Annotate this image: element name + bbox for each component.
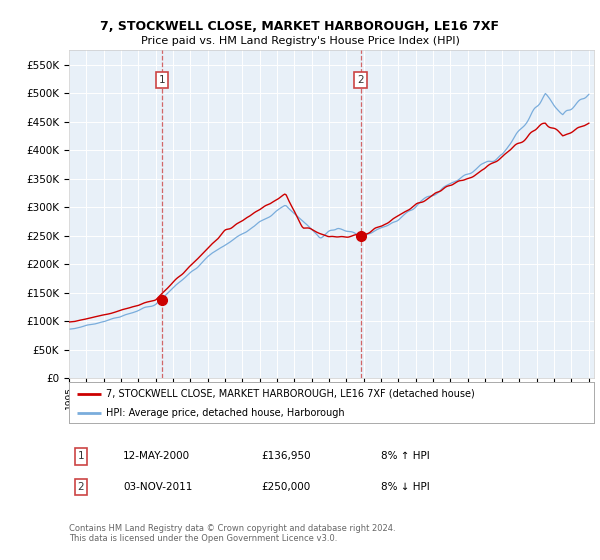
Text: 7, STOCKWELL CLOSE, MARKET HARBOROUGH, LE16 7XF (detached house): 7, STOCKWELL CLOSE, MARKET HARBOROUGH, L… [106,389,475,399]
Text: 2: 2 [358,75,364,85]
Text: Contains HM Land Registry data © Crown copyright and database right 2024.
This d: Contains HM Land Registry data © Crown c… [69,524,395,543]
Text: 2: 2 [77,482,85,492]
Text: 8% ↑ HPI: 8% ↑ HPI [381,451,430,461]
Text: 1: 1 [159,75,166,85]
Text: £250,000: £250,000 [261,482,310,492]
Text: 1: 1 [77,451,85,461]
Text: 12-MAY-2000: 12-MAY-2000 [123,451,190,461]
Text: 7, STOCKWELL CLOSE, MARKET HARBOROUGH, LE16 7XF: 7, STOCKWELL CLOSE, MARKET HARBOROUGH, L… [101,20,499,32]
Text: Price paid vs. HM Land Registry's House Price Index (HPI): Price paid vs. HM Land Registry's House … [140,36,460,46]
Text: £136,950: £136,950 [261,451,311,461]
Text: 03-NOV-2011: 03-NOV-2011 [123,482,193,492]
Text: 8% ↓ HPI: 8% ↓ HPI [381,482,430,492]
Text: HPI: Average price, detached house, Harborough: HPI: Average price, detached house, Harb… [106,408,344,418]
